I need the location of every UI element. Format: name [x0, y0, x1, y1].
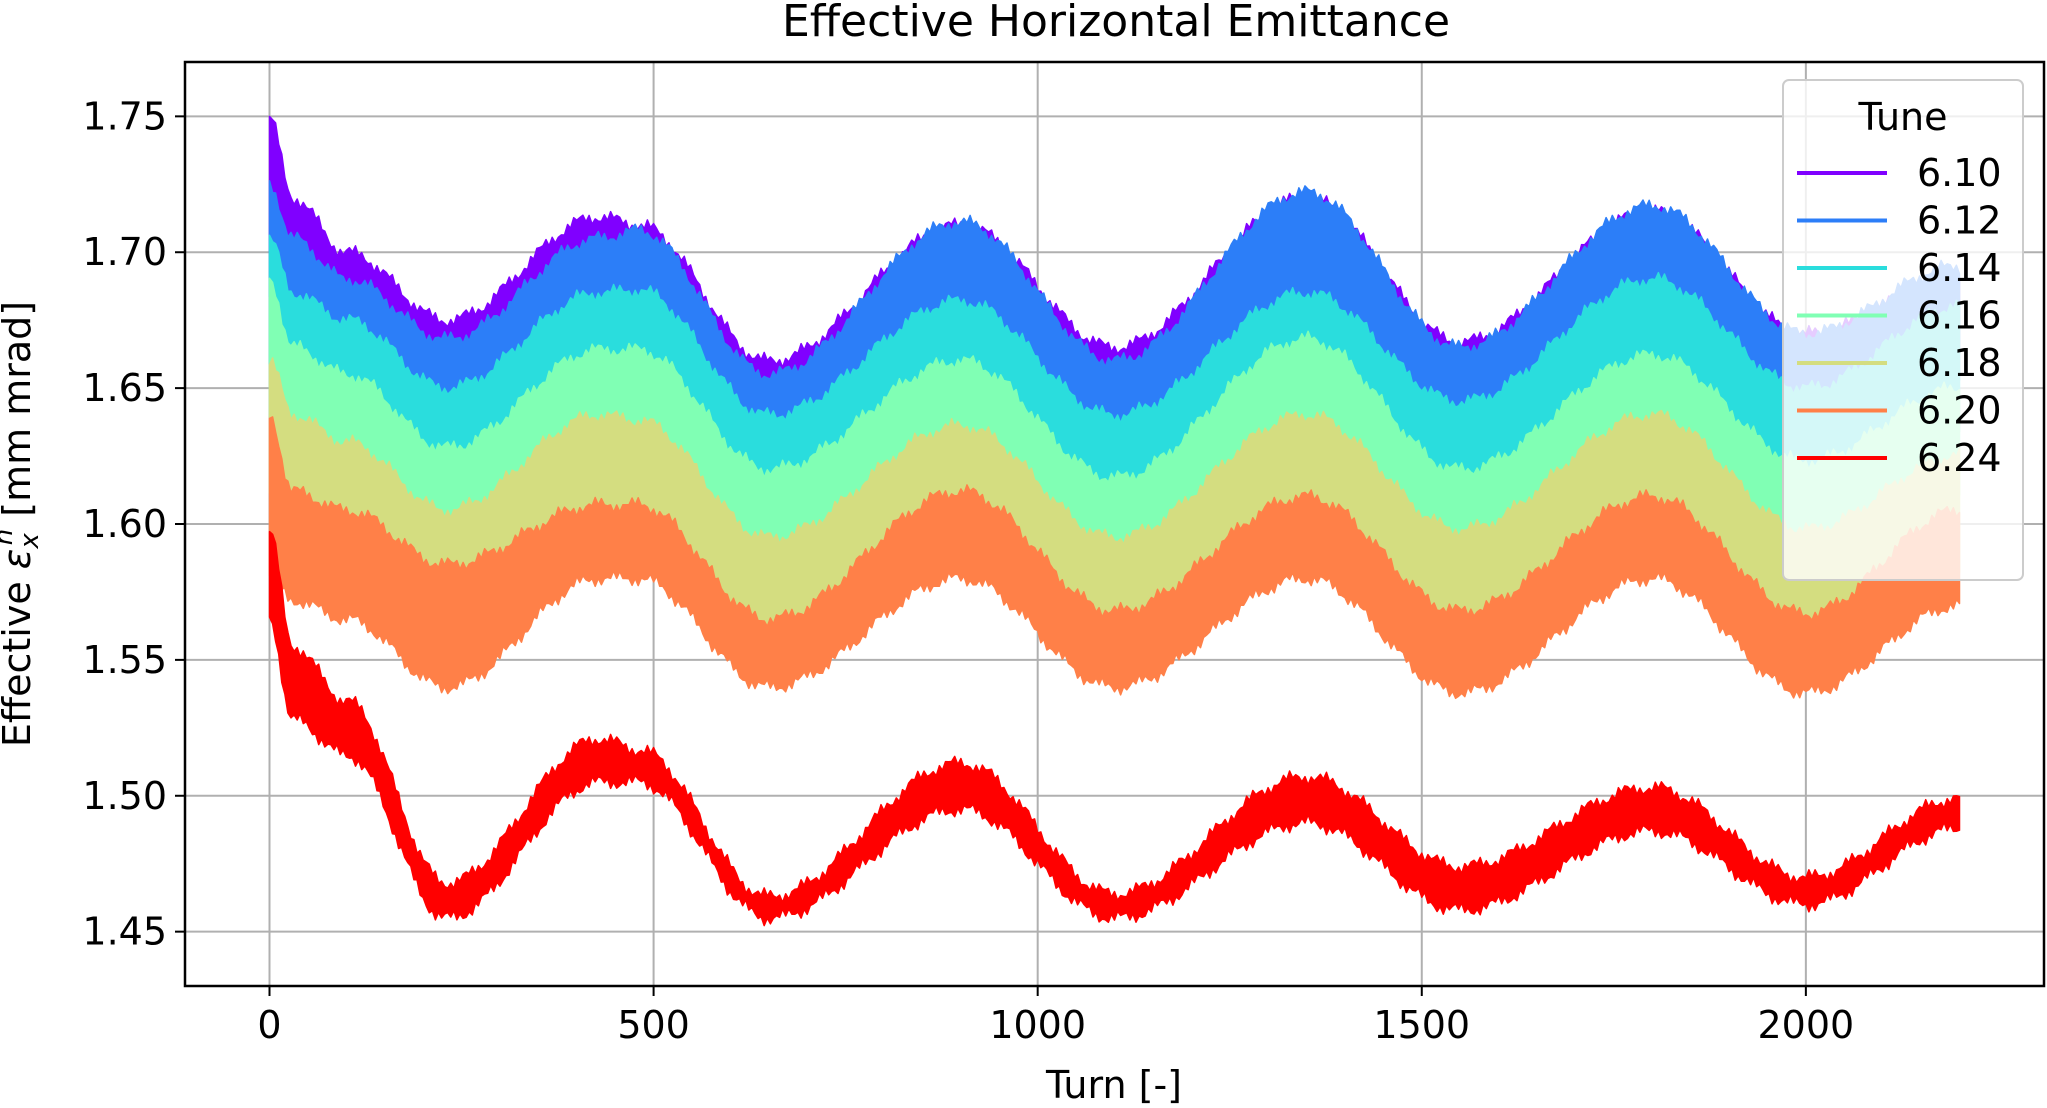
series-bands	[268, 115, 1961, 927]
legend-label-6-14: 6.14	[1917, 246, 2002, 290]
chart-title: Effective Horizontal Emittance	[782, 0, 1450, 47]
y-tick-label: 1.70	[82, 230, 167, 274]
x-tick-label: 500	[617, 1003, 690, 1047]
series-band-6-20	[268, 416, 1961, 700]
y-axis-label-units: [mm mrad]	[0, 301, 39, 529]
legend-label-6-16: 6.16	[1917, 294, 2002, 338]
legend-label-6-12: 6.12	[1917, 199, 2002, 243]
legend-label-6-10: 6.10	[1917, 151, 2002, 195]
series-band-6-24	[268, 530, 1961, 927]
legend: Tune 6.106.126.146.166.186.206.24	[1782, 79, 2024, 581]
axis-ticks: 0 500 1000 1500 2000 1.45 1.50 1.55 1.60 1.65 1.70…	[82, 94, 1854, 1047]
y-axis-label-prefix: Effective	[0, 569, 39, 747]
y-tick-label: 1.60	[82, 502, 167, 546]
x-tick-label: 2000	[1758, 1003, 1855, 1047]
y-tick-label: 1.75	[82, 94, 167, 138]
y-axis-label-symbol: ε	[0, 549, 39, 570]
legend-box	[1782, 79, 2024, 581]
y-axis-label: Effective εxn [mm mrad]	[0, 301, 45, 747]
x-tick-label: 1500	[1373, 1003, 1470, 1047]
y-tick-label: 1.55	[82, 638, 167, 682]
y-tick-label: 1.65	[82, 366, 167, 410]
y-tick-label: 1.45	[82, 910, 167, 954]
legend-label-6-20: 6.20	[1917, 389, 2002, 433]
x-tick-label: 0	[257, 1003, 281, 1047]
legend-label-6-18: 6.18	[1917, 341, 2002, 385]
x-tick-label: 1000	[989, 1003, 1086, 1047]
legend-title: Tune	[1858, 95, 1948, 139]
y-axis-label-subscript: x	[15, 533, 45, 550]
x-axis-label: Turn [-]	[1045, 1063, 1182, 1107]
legend-label-6-24: 6.24	[1917, 436, 2002, 480]
y-tick-label: 1.50	[82, 774, 167, 818]
y-axis-label-superscript: n	[0, 529, 19, 545]
